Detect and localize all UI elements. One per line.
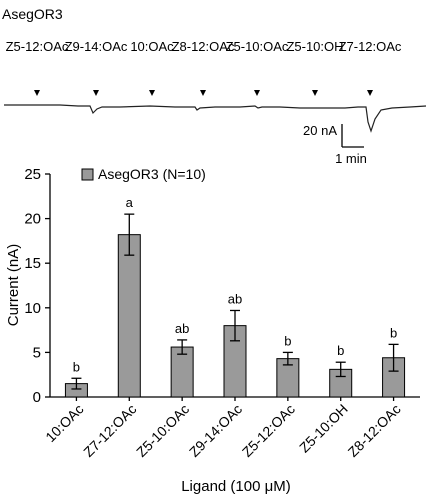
legend-label: AsegOR3 (N=10) [98,166,206,182]
ligand-marker-arrow [200,90,206,96]
trace-title: AsegOR3 [2,6,63,22]
plot-area: 0 5 10 15 20 25 b 10:OAc a Z7-12:OAc ab Z5-10:OAc ab… [24,166,420,460]
legend-swatch [81,168,94,181]
x-tick-label: Z7-12:OAc [80,401,139,460]
ligand-marker-arrow [93,90,99,96]
significance-label: a [126,195,134,210]
significance-label: ab [175,321,189,336]
ligand-marker-label: 10:OAc [130,39,174,54]
x-tick-label: Z5-10:OH [296,401,351,456]
y-tick-label: 10 [24,300,41,317]
ligand-marker-arrow [254,90,260,96]
ligand-marker-label: Z5-10:OAc [226,39,289,54]
x-axis-title: Ligand (100 μM) [181,478,291,495]
significance-label: b [284,333,291,348]
ligand-marker-label: Z5-10:OH [286,39,343,54]
y-tick-label: 0 [33,389,41,406]
ligand-marker-label: Z7-12:OAc [339,39,402,54]
y-tick-label: 15 [24,255,41,272]
scale-bar-current-label: 20 nA [303,123,337,138]
y-tick-label: 5 [33,344,41,361]
ligand-marker-arrow [312,90,318,96]
ligand-marker-arrow [149,90,155,96]
scale-bar-time-label: 1 min [335,151,367,166]
bar-chart: 0 5 10 15 20 25 b 10:OAc a Z7-12:OAc ab Z5-10:OAc ab… [5,166,420,495]
ligand-marker-label: Z8-12:OAc [172,39,235,54]
x-tick-label: 10:OAc [42,401,86,445]
current-trace [4,104,427,133]
scale-bar: 20 nA 1 min [303,123,367,166]
x-tick-label: Z8-12:OAc [345,401,404,460]
x-tick-label: Z5-10:OAc [133,401,192,460]
x-tick-label: Z5-12:OAc [239,401,298,460]
significance-label: b [337,343,344,358]
bar [117,234,141,398]
significance-label: b [73,359,80,374]
ligand-marker-label: Z9-14:OAc [65,39,128,54]
y-tick-label: 20 [24,211,41,228]
y-tick-label: 25 [24,166,41,183]
ligand-marker-arrow [34,90,40,96]
legend: AsegOR3 (N=10) [81,166,206,182]
x-tick-label: Z9-14:OAc [186,401,245,460]
significance-label: ab [228,291,242,306]
ligand-marker-label: Z5-12:OAc [6,39,69,54]
y-axis-title: Current (nA) [5,244,22,327]
significance-label: b [390,325,397,340]
ligand-marker-arrow [367,90,373,96]
